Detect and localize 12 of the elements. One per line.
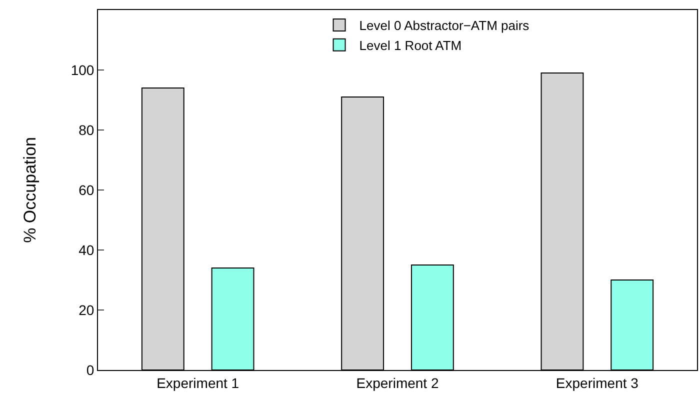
- y-tick-label: 100: [70, 62, 94, 78]
- legend-label: Level 0 Abstractor−ATM pairs: [359, 18, 530, 34]
- x-tick-label: Experiment 1: [156, 374, 240, 391]
- x-tick-label: Experiment 2: [356, 374, 439, 391]
- y-tick-label: 80: [78, 122, 94, 138]
- y-tick-label: 40: [78, 242, 94, 258]
- legend-label: Level 1 Root ATM: [359, 38, 462, 53]
- y-tick-label: 60: [78, 182, 94, 198]
- y-tick-label: 0: [86, 362, 94, 378]
- y-tick-label: 20: [78, 302, 94, 318]
- y-axis-title: % Occupation: [20, 137, 40, 243]
- x-tick-label: Experiment 3: [556, 374, 639, 391]
